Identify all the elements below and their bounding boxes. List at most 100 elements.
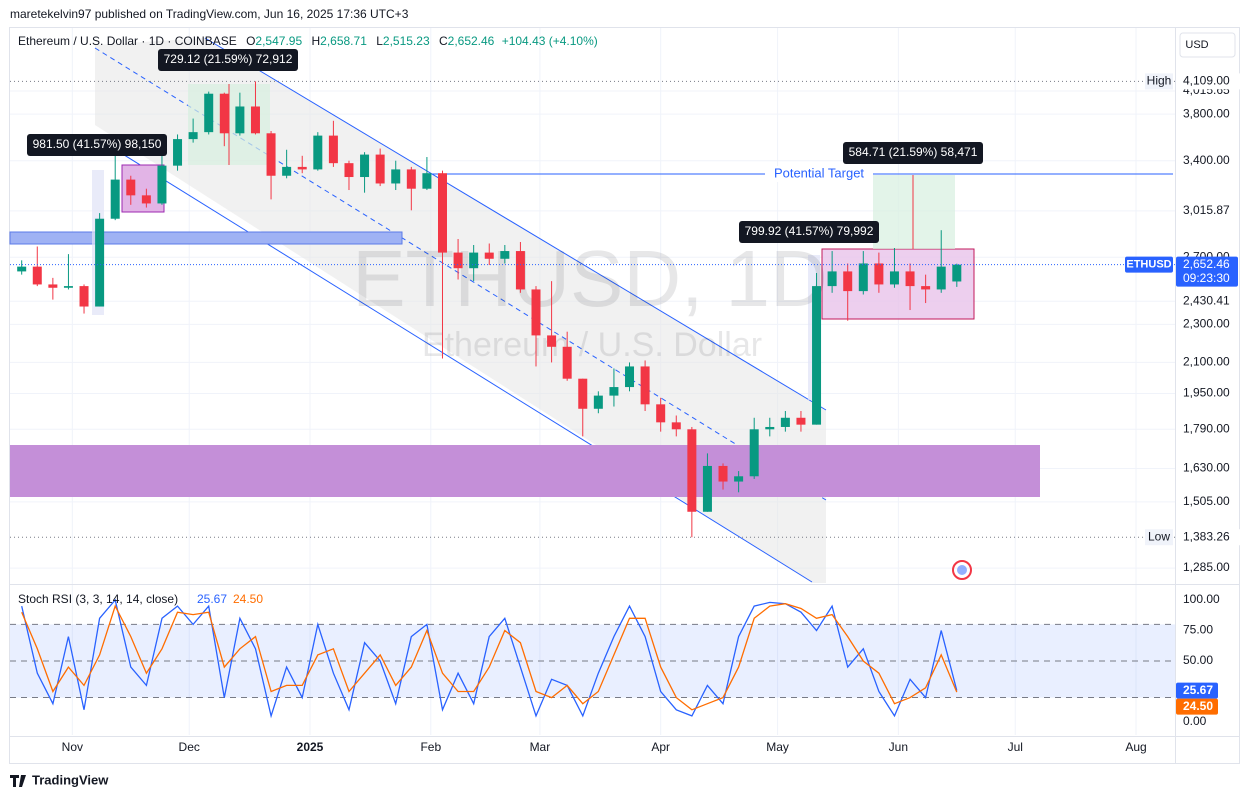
annotation-box bbox=[739, 221, 879, 243]
x-tick-label: Feb bbox=[420, 740, 441, 754]
currency: USD bbox=[1185, 39, 1208, 51]
price-label: 2,652.46 bbox=[1183, 257, 1230, 271]
indicator-line bbox=[21, 598, 958, 719]
candle-body bbox=[360, 154, 370, 178]
candle-body bbox=[282, 166, 292, 176]
candle-body bbox=[593, 395, 603, 409]
candle-body bbox=[687, 429, 697, 512]
y-tick-label: 2,100.00 bbox=[1183, 355, 1230, 369]
candle-body bbox=[656, 404, 666, 423]
y-tick-label: 2,430.41 bbox=[1183, 293, 1230, 307]
annotation-box bbox=[843, 142, 983, 164]
candle-body bbox=[95, 218, 105, 307]
candle-body bbox=[344, 163, 354, 178]
annotation-box bbox=[158, 49, 298, 71]
value-badge-label: 25.67 bbox=[1183, 683, 1213, 697]
channel-upper bbox=[204, 37, 827, 411]
marks bbox=[10, 80, 1175, 719]
candle-body bbox=[921, 286, 931, 290]
candle-body bbox=[250, 106, 260, 134]
indicator-line bbox=[21, 603, 958, 711]
candle-body bbox=[406, 169, 416, 189]
y-tick-label: 1,630.00 bbox=[1183, 461, 1230, 475]
annotations: 729.12 (21.59%) 72,912 981.50 (41.57%) 9… bbox=[27, 49, 983, 580]
candle-body bbox=[874, 263, 884, 285]
target-label: Potential Target bbox=[774, 165, 864, 180]
indicator-value: 24.50 bbox=[233, 592, 263, 606]
candle-body bbox=[500, 251, 510, 259]
candle-body bbox=[79, 286, 89, 307]
candle-body bbox=[188, 132, 198, 140]
publisher: maretekelvin97 published on TradingView.… bbox=[10, 7, 409, 21]
y-tick-label: 1,950.00 bbox=[1183, 386, 1230, 400]
marker-value: 4,109.00 bbox=[1183, 74, 1230, 88]
price-badge bbox=[1176, 256, 1238, 287]
x-tick-label: Apr bbox=[651, 740, 670, 754]
candle-body bbox=[952, 264, 962, 282]
candle-body bbox=[63, 286, 73, 288]
x-tick-label: May bbox=[766, 740, 789, 754]
candle-body bbox=[609, 387, 619, 396]
candle-body bbox=[126, 179, 136, 196]
candle-body bbox=[765, 426, 775, 430]
y-tick-label: 3,400.00 bbox=[1183, 153, 1230, 167]
change: +104.43 (+4.10%) bbox=[501, 34, 598, 48]
axes: USD 1,285.00 1,505.00 1,630.00 1,790.00 1,95… bbox=[62, 32, 1240, 754]
x-tick-label: Jul bbox=[1008, 740, 1023, 754]
candle-body bbox=[48, 284, 58, 288]
ohlc-value: 2,658.71 bbox=[320, 34, 367, 48]
candle-body bbox=[391, 169, 401, 184]
annotation-box bbox=[27, 134, 167, 156]
candle-body bbox=[749, 429, 759, 477]
y-tick-label: 75.00 bbox=[1183, 623, 1213, 637]
zone-blue bbox=[9, 231, 403, 245]
y-tick-label: 1,285.00 bbox=[1183, 560, 1230, 574]
marker-box bbox=[1145, 73, 1173, 90]
indicator-title: Stoch RSI (3, 3, 14, 14, close) bbox=[18, 592, 178, 606]
value-badge bbox=[1176, 682, 1218, 699]
candle-body bbox=[235, 106, 245, 134]
frame bbox=[9, 27, 1240, 764]
ohlc-key: O bbox=[246, 34, 256, 48]
candle-body bbox=[157, 165, 167, 204]
marker-value-box bbox=[1176, 73, 1240, 90]
value-badge-label: 24.50 bbox=[1183, 699, 1213, 713]
candle-body bbox=[141, 195, 151, 204]
box-green bbox=[873, 175, 955, 249]
ohlc-value: 2,652.46 bbox=[447, 34, 495, 48]
candle-body bbox=[858, 263, 868, 292]
symbol: Ethereum / U.S. Dollar · 1D · COINBASE bbox=[18, 34, 237, 48]
countdown: 09:23:30 bbox=[1183, 271, 1230, 285]
candle-body bbox=[266, 133, 276, 176]
icon bbox=[957, 565, 967, 575]
candle-body bbox=[547, 335, 557, 347]
x-tick-label: Aug bbox=[1125, 740, 1146, 754]
y-tick-label: 0.00 bbox=[1183, 714, 1207, 728]
candle-body bbox=[936, 266, 946, 290]
candle-body bbox=[297, 166, 307, 170]
candle-body bbox=[173, 139, 183, 166]
candle-body bbox=[640, 366, 650, 405]
candle-body bbox=[313, 135, 323, 170]
y-tick-label: 3,015.87 bbox=[1183, 203, 1230, 217]
zone-purple bbox=[10, 445, 1040, 497]
x-tick-label: Nov bbox=[62, 740, 83, 754]
currency-box bbox=[1179, 32, 1236, 58]
candle-body bbox=[110, 179, 120, 219]
candle-body bbox=[453, 252, 463, 269]
candle-body bbox=[17, 266, 27, 272]
candle-body bbox=[905, 271, 915, 287]
candle-body bbox=[531, 289, 541, 336]
candle-body bbox=[812, 286, 822, 425]
marker-value-box bbox=[1176, 529, 1240, 546]
brand: TradingView bbox=[32, 772, 109, 787]
watermark-sub: Ethereum / U.S. Dollar bbox=[422, 326, 762, 364]
candle-body bbox=[32, 266, 42, 285]
candle-body bbox=[375, 154, 385, 184]
candle-body bbox=[328, 135, 338, 164]
candle-body bbox=[671, 422, 681, 430]
symbol-label: ETHUSD bbox=[1126, 259, 1171, 271]
x-tick-label: Mar bbox=[530, 740, 551, 754]
candle-body bbox=[515, 251, 525, 290]
